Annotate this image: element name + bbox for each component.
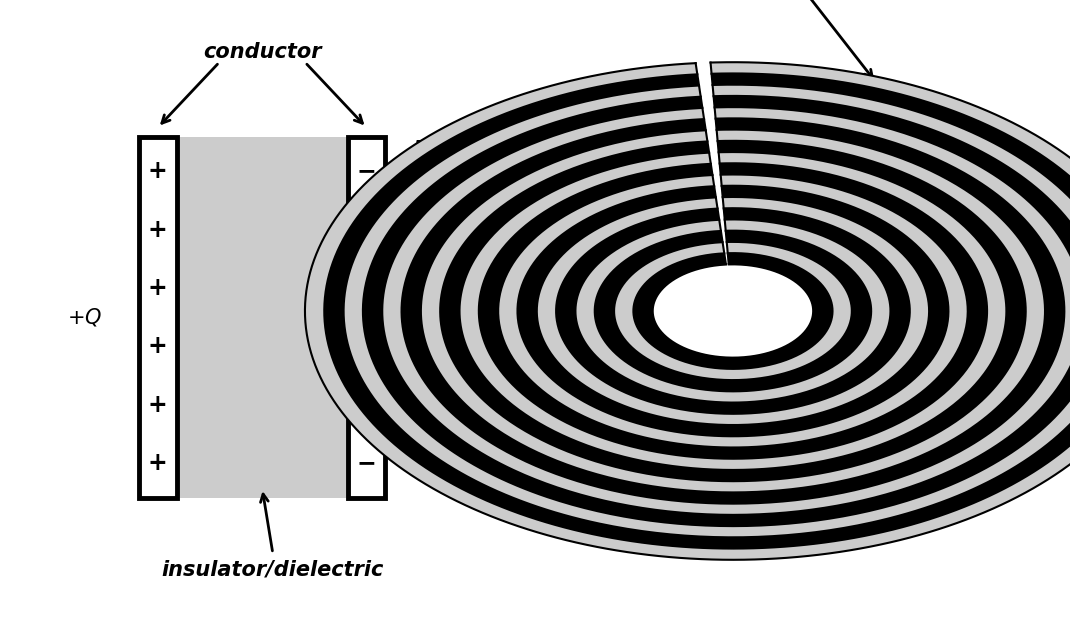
Polygon shape [499,175,967,447]
Text: −: − [356,452,377,475]
Text: insulator/dielectric: insulator/dielectric [412,139,635,159]
Polygon shape [576,220,890,402]
Text: +: + [148,393,168,417]
Text: +: + [148,218,168,241]
Polygon shape [537,197,929,425]
Polygon shape [401,118,1065,504]
Polygon shape [324,73,1070,549]
Bar [348,137,385,498]
Text: $+Q$: $+Q$ [66,306,102,328]
Circle shape [653,264,813,358]
Text: +: + [148,159,168,183]
Polygon shape [556,208,910,414]
Polygon shape [363,96,1070,526]
Text: $-Q$: $-Q$ [423,306,458,328]
Polygon shape [305,62,1070,560]
Text: −: − [356,159,377,183]
Polygon shape [421,129,1045,493]
Polygon shape [343,85,1070,537]
Text: −: − [356,276,377,300]
Polygon shape [518,186,948,436]
Polygon shape [459,152,1007,470]
Text: conductor: conductor [203,42,321,62]
Text: +: + [148,452,168,475]
Text: +: + [148,335,168,358]
Polygon shape [614,242,852,380]
Text: +: + [148,276,168,300]
Text: −: − [356,335,377,358]
Polygon shape [595,231,871,391]
Polygon shape [440,141,1026,481]
Bar [177,137,348,498]
Polygon shape [382,107,1070,515]
Text: −: − [356,218,377,241]
Text: insulator/dielectric: insulator/dielectric [162,560,384,580]
Polygon shape [479,164,987,458]
Text: −: − [356,393,377,417]
Polygon shape [633,253,832,369]
Bar [139,137,177,498]
